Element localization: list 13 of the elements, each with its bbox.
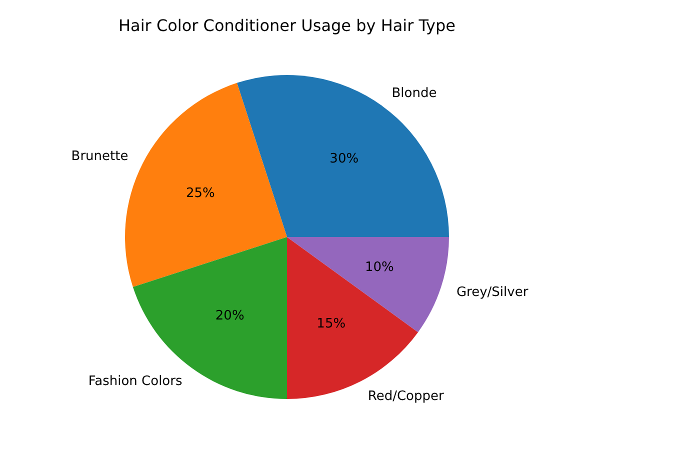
data-label: 25% xyxy=(186,186,215,201)
data-label: 30% xyxy=(330,151,359,166)
slice-label: Fashion Colors xyxy=(88,374,182,390)
slice-label: Brunette xyxy=(71,149,128,164)
pie-slice xyxy=(236,75,449,237)
pie-slice xyxy=(287,237,449,332)
slice-label: Grey/Silver xyxy=(456,285,529,300)
slice-label: Blonde xyxy=(392,86,437,101)
data-label: 10% xyxy=(364,260,394,276)
slice-label: Red/Copper xyxy=(368,388,445,404)
data-label: 15% xyxy=(316,316,346,332)
chart-title: Hair Color Conditioner Usage by Hair Type xyxy=(118,16,456,35)
data-label: 20% xyxy=(215,308,244,324)
